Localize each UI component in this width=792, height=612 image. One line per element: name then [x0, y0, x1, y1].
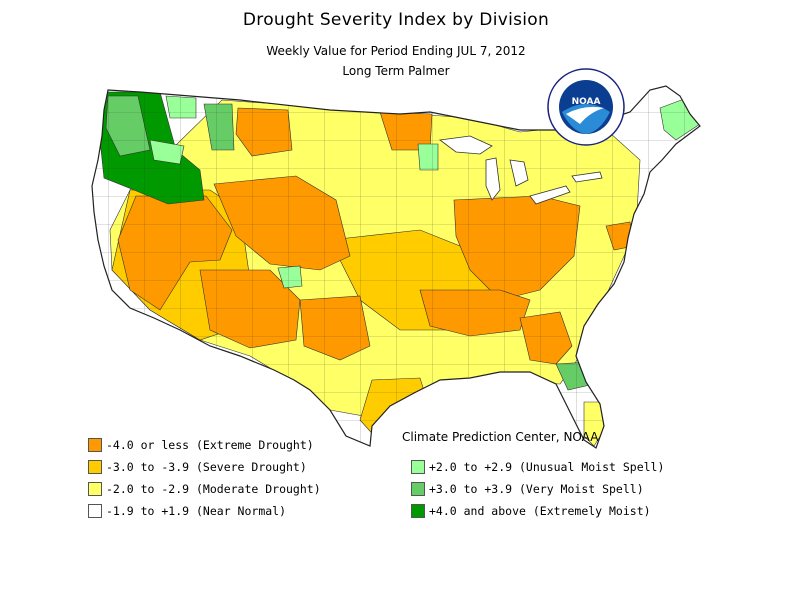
lake-michigan — [485, 157, 501, 201]
legend-swatch-extreme-drought — [88, 438, 102, 452]
legend-swatch-extremely-moist — [411, 504, 425, 518]
legend-item-extreme-drought: -4.0 or less (Extreme Drought) — [88, 437, 314, 453]
lake-superior — [438, 135, 493, 155]
credit-text: Climate Prediction Center, NOAA — [402, 430, 599, 444]
legend-swatch-moderate-drought — [88, 482, 102, 496]
legend-item-unusual-moist: +2.0 to +2.9 (Unusual Moist Spell) — [411, 459, 664, 475]
division-grid — [92, 86, 700, 448]
legend-item-near-normal: -1.9 to +1.9 (Near Normal) — [88, 503, 286, 519]
legend-swatch-severe-drought — [88, 460, 102, 474]
legend-label: +2.0 to +2.9 (Unusual Moist Spell) — [429, 460, 665, 474]
legend-label: +4.0 and above (Extremely Moist) — [429, 504, 651, 518]
noaa-logo: NOAA — [547, 68, 625, 146]
legend-swatch-near-normal — [88, 504, 102, 518]
legend-swatch-unusual-moist — [411, 460, 425, 474]
legend-item-extremely-moist: +4.0 and above (Extremely Moist) — [411, 503, 651, 519]
map-subtitle: Weekly Value for Period Ending JUL 7, 20… — [266, 44, 526, 58]
legend-label: -2.0 to -2.9 (Moderate Drought) — [106, 482, 321, 496]
legend-label: +3.0 to +3.9 (Very Moist Spell) — [429, 482, 644, 496]
lake-ontario — [571, 171, 603, 183]
map-title: Drought Severity Index by Division — [242, 10, 550, 30]
legend-label: -1.9 to +1.9 (Near Normal) — [106, 504, 287, 518]
lake-erie — [529, 185, 571, 205]
legend-item-very-moist: +3.0 to +3.9 (Very Moist Spell) — [411, 481, 644, 497]
noaa-logo-text: NOAA — [572, 97, 601, 107]
index-name: Long Term Palmer — [342, 64, 450, 78]
legend-label: -3.0 to -3.9 (Severe Drought) — [106, 460, 307, 474]
legend-swatch-very-moist — [411, 482, 425, 496]
legend-label: -4.0 or less (Extreme Drought) — [106, 438, 314, 452]
lake-huron — [509, 159, 529, 187]
legend-item-severe-drought: -3.0 to -3.9 (Severe Drought) — [88, 459, 307, 475]
legend-item-moderate-drought: -2.0 to -2.9 (Moderate Drought) — [88, 481, 321, 497]
